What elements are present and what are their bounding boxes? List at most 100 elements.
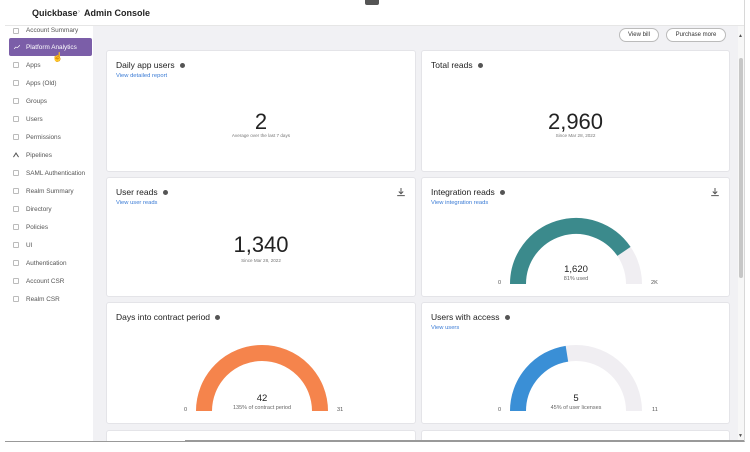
card-title: Days into contract period [116,312,211,322]
trend-chart-icon [14,44,20,50]
total-reads-note: Since Mar 28, 2022 [555,133,596,138]
sidebar-item-label: Apps (Old) [26,79,57,87]
page-icon [13,28,19,34]
page-icon [13,170,19,176]
contract-period-percent: 135% of contract period [232,405,292,411]
page-icon [13,80,19,86]
sidebar-item-label: Apps [26,61,41,69]
user-reads-card: User reads View user reads 1,340 Since M… [106,177,416,297]
user-licenses-percent: 45% of user licenses [550,405,602,411]
page-icon [13,116,19,122]
breadcrumb-separator: › [78,9,80,15]
mouse-cursor-icon: ☝ [52,52,64,62]
sidebar-item-policies[interactable]: Policies [5,218,93,236]
daily-users-note: Average over the last 7 days [231,133,291,138]
gauge-min-label: 0 [498,280,502,286]
integration-reads-value: 1,620 [564,264,588,275]
users-with-access-card: Users with access View users 5 45% of us… [421,302,730,424]
sidebar-item-label: SAML Authentication [26,169,86,177]
contract-period-gauge [196,345,328,412]
card-title: Total reads [431,60,473,70]
sidebar-item-account-summary[interactable]: Account Summary [5,20,93,34]
page-icon [13,242,19,248]
sidebar-item-realm-csr[interactable]: Realm CSR [5,290,93,308]
window-tab-handle[interactable] [365,0,379,5]
next-card-left [106,430,416,441]
page-icon [13,134,19,140]
pipelines-icon [13,152,19,158]
card-title: User reads [116,187,158,197]
gauge-min-label: 0 [498,407,502,413]
gauge-max-label: 31 [337,407,344,413]
page-icon [13,98,19,104]
gauge-max-label: 2K [651,280,658,286]
view-user-reads-link[interactable]: View user reads [116,200,158,206]
sidebar-item-label: Authentication [26,259,67,267]
purchase-more-button[interactable]: Purchase more [666,28,726,42]
contract-period-card: Days into contract period 42 135% of con… [106,302,416,424]
card-title: Daily app users [116,60,175,70]
view-integration-reads-link[interactable]: View integration reads [431,200,489,206]
page-icon [13,206,19,212]
sidebar-item-label: Account Summary [26,27,79,34]
integration-reads-gauge [510,218,642,285]
user-reads-value: 1,340 [233,232,289,257]
view-bill-button[interactable]: View bill [619,28,659,42]
top-header: Quickbase › Admin Console [5,0,744,26]
integration-reads-usage: 81% used [563,276,589,282]
integration-reads-card: Integration reads View integration reads… [421,177,730,297]
sidebar-item-directory[interactable]: Directory [5,200,93,218]
horizontal-scrollbar[interactable] [185,440,744,441]
sidebar-item-label: Realm CSR [26,295,60,303]
sidebar-item-label: Policies [26,223,49,231]
card-title: Integration reads [431,187,495,197]
sidebar-item-saml-authentication[interactable]: SAML Authentication [5,164,93,182]
sidebar-item-pipelines[interactable]: Pipelines [5,146,93,164]
view-detailed-report-link[interactable]: View detailed report [116,73,168,79]
download-icon[interactable] [396,187,406,197]
sidebar-item-apps[interactable]: Apps [5,56,93,74]
info-icon[interactable] [162,189,168,195]
sidebar-item-permissions[interactable]: Permissions [5,128,93,146]
sidebar-item-account-csr[interactable]: Account CSR [5,272,93,290]
download-icon[interactable] [710,187,720,197]
sidebar-item-users[interactable]: Users [5,110,93,128]
scrollbar-thumb[interactable] [739,58,743,278]
scroll-down-icon[interactable]: ▼ [738,433,743,439]
sidebar-item-label: Realm Summary [26,187,74,195]
sidebar-item-ui[interactable]: UI [5,236,93,254]
info-icon[interactable] [215,314,221,320]
sidebar-item-platform-analytics[interactable]: Platform Analytics [9,38,92,56]
info-icon[interactable] [499,189,505,195]
card-title: Users with access [431,312,500,322]
sidebar-item-label: Users [26,115,43,123]
info-icon[interactable] [504,314,510,320]
brand-name[interactable]: Quickbase [32,8,78,18]
page-icon [13,296,19,302]
view-users-link[interactable]: View users [431,325,460,331]
sidebar-item-label: Account CSR [26,277,65,285]
page-title: Admin Console [84,8,151,18]
sidebar-item-authentication[interactable]: Authentication [5,254,93,272]
gauge-fill [510,345,569,412]
app-window: Quickbase › Admin Console Account Summar… [5,0,745,442]
scroll-up-icon[interactable]: ▲ [738,33,743,39]
info-icon[interactable] [477,62,483,68]
gauge-max-label: 11 [652,407,658,413]
sidebar-item-groups[interactable]: Groups [5,92,93,110]
page-icon [13,260,19,266]
contract-days-value: 42 [256,393,268,404]
page-icon [13,224,19,230]
next-card-right [421,430,730,441]
daily-app-users-card: Daily app users View detailed report 2 A… [106,50,416,172]
daily-users-value: 2 [254,109,268,134]
sidebar-item-label: Platform Analytics [26,43,77,51]
page-icon [13,62,19,68]
page-icon [13,188,19,194]
sidebar-item-apps-old[interactable]: Apps (Old) [5,74,93,92]
sidebar-item-label: Directory [26,205,52,213]
info-icon[interactable] [179,62,185,68]
sidebar-item-label: Pipelines [26,151,52,159]
sidebar-item-realm-summary[interactable]: Realm Summary [5,182,93,200]
page-icon [13,278,19,284]
